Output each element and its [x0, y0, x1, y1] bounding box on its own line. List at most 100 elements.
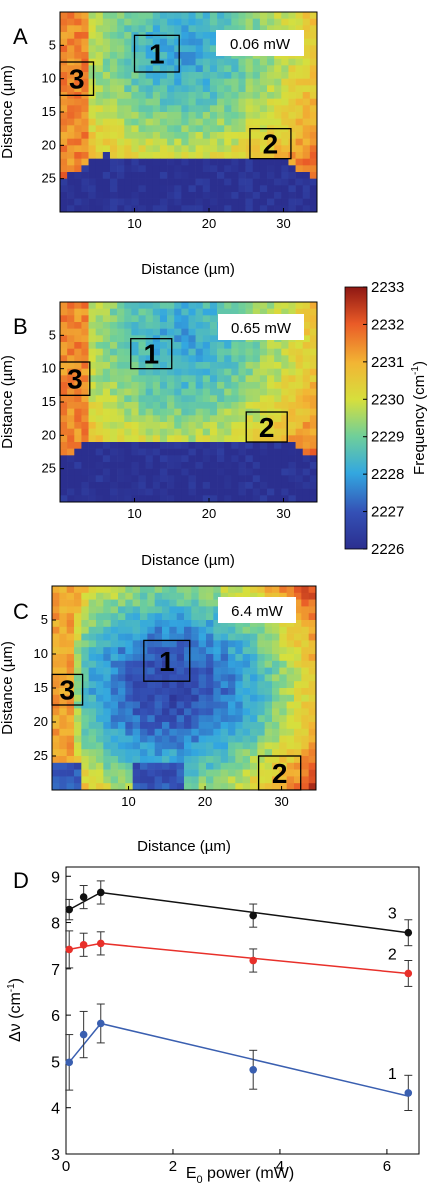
heatmap-cell — [132, 762, 141, 770]
heatmap-cell — [191, 681, 199, 689]
heatmap-cell — [245, 435, 254, 443]
heatmap-cell — [169, 769, 177, 777]
heatmap-cell — [181, 495, 189, 503]
heatmap-cell — [188, 192, 196, 199]
heatmap-cell — [132, 681, 141, 689]
heatmap-cell — [231, 362, 239, 369]
heatmap-cell — [81, 762, 89, 770]
heatmap-cell — [238, 132, 246, 139]
heatmap-cell — [274, 165, 282, 173]
heatmap-cell — [60, 315, 68, 323]
heatmap-cell — [59, 592, 67, 600]
heatmap-cell — [228, 776, 236, 784]
heatmap-cell — [118, 613, 126, 621]
heatmap-cell — [188, 482, 196, 489]
heatmap-cell — [231, 125, 239, 133]
heatmap-cell — [140, 633, 148, 641]
heatmap-cell — [159, 205, 168, 213]
heatmap-cell — [281, 342, 289, 349]
heatmap-cell — [288, 98, 296, 106]
heatmap-cell — [252, 495, 261, 503]
heatmap-cell — [272, 769, 280, 777]
heatmap-cell — [74, 783, 82, 791]
heatmap-cell — [295, 482, 304, 489]
heatmap-cell — [250, 769, 258, 777]
heatmap-cell — [295, 138, 304, 146]
heatmap-cell — [66, 620, 75, 628]
heatmap-cell — [159, 112, 168, 119]
heatmap-cell — [109, 388, 118, 396]
heatmap-cell — [152, 158, 161, 166]
heatmap-cell — [74, 368, 82, 376]
heatmap-cell — [188, 402, 196, 409]
heatmap-cell — [228, 722, 236, 730]
heatmap-cell — [198, 728, 207, 736]
heatmap-cell — [191, 776, 199, 784]
heatmap-cell — [294, 592, 302, 600]
heatmap-cell — [235, 681, 243, 689]
heatmap-cell — [209, 178, 218, 186]
heatmap-cell — [52, 715, 60, 723]
heatmap-cell — [295, 435, 304, 443]
heatmap-cell — [252, 488, 261, 496]
heatmap-cell — [302, 468, 311, 476]
heatmap-cell — [242, 660, 251, 668]
heatmap-cell — [162, 647, 170, 655]
heatmap-cell — [109, 442, 118, 449]
heatmap-cell — [274, 138, 282, 146]
heatmap-cell — [274, 488, 282, 496]
heatmap-cell — [224, 72, 232, 79]
heatmap-cell — [88, 749, 97, 757]
heatmap-cell — [281, 112, 289, 119]
heatmap-cell — [102, 342, 111, 349]
heatmap-cell — [209, 78, 218, 86]
heatmap-cell — [103, 749, 111, 757]
heatmap-cell — [295, 98, 304, 106]
heatmap-cell — [198, 592, 207, 600]
heatmap-cell — [117, 52, 125, 59]
heatmap-cell — [228, 654, 236, 662]
heatmap-cell — [81, 355, 89, 363]
heatmap-cell — [301, 701, 309, 709]
heatmap-cell — [117, 178, 125, 186]
heatmap-cell — [259, 308, 268, 316]
heatmap-cell — [274, 72, 282, 79]
heatmap-cell — [191, 715, 199, 723]
heatmap-cell — [202, 45, 211, 53]
heatmap-cell — [195, 105, 204, 113]
heatmap-cell — [159, 138, 168, 146]
heatmap-cell — [274, 482, 282, 489]
heatmap-cell — [288, 408, 296, 416]
heatmap-cell — [238, 192, 246, 199]
heatmap-cell — [67, 178, 75, 186]
heatmap-cell — [125, 701, 133, 709]
heatmap-cell — [242, 620, 251, 628]
heatmap-cell — [67, 185, 75, 193]
heatmap-cell — [238, 482, 246, 489]
heatmap-cell — [95, 138, 104, 146]
heatmap-cell — [238, 98, 246, 106]
heatmap-cell — [217, 422, 225, 429]
heatmap-cell — [147, 592, 155, 600]
y-tick-label: 20 — [34, 714, 48, 729]
heatmap-cell — [81, 654, 89, 662]
heatmap-cell — [124, 355, 132, 363]
heatmap-cell — [162, 606, 170, 614]
heatmap-cell — [159, 105, 168, 113]
heatmap-cell — [188, 165, 196, 173]
heatmap-cell — [295, 448, 304, 456]
heatmap-cell — [95, 308, 104, 316]
panel-c-ylabel: Distance (µm) — [0, 641, 16, 735]
heatmap-cell — [52, 633, 60, 641]
heatmap-cell — [88, 626, 97, 634]
heatmap-cell — [252, 435, 261, 443]
heatmap-cell — [81, 422, 89, 429]
heatmap-cell — [295, 442, 304, 449]
heatmap-cell — [184, 633, 192, 641]
heatmap-cell — [209, 98, 218, 106]
heatmap-cell — [309, 322, 318, 329]
heatmap-cell — [238, 435, 246, 443]
heatmap-cell — [235, 633, 243, 641]
heatmap-cell — [259, 468, 268, 476]
heatmap-cell — [96, 762, 104, 770]
